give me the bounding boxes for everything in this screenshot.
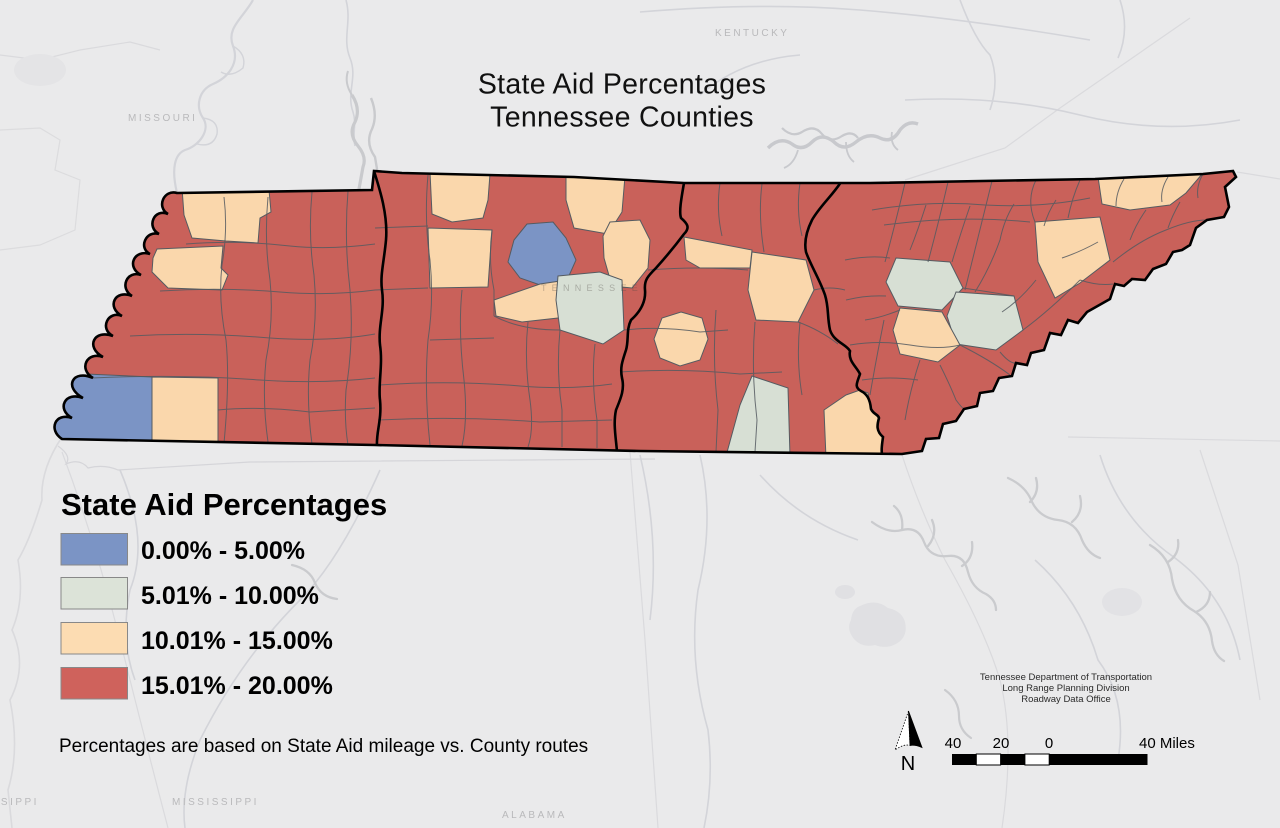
svg-text:0: 0 — [1045, 735, 1053, 752]
svg-text:Tennessee Department of Transp: Tennessee Department of Transportation — [980, 672, 1152, 683]
svg-text:15.01% - 20.00%: 15.01% - 20.00% — [141, 672, 333, 700]
svg-text:10.01% - 15.00%: 10.01% - 15.00% — [141, 627, 333, 655]
svg-text:0.00% - 5.00%: 0.00% - 5.00% — [141, 537, 305, 565]
svg-text:40 Miles: 40 Miles — [1139, 735, 1195, 752]
svg-text:T E N N E S S E E: T E N N E S S E E — [541, 283, 639, 293]
svg-text:Roadway Data Office: Roadway Data Office — [1021, 694, 1111, 705]
svg-text:State Aid Percentages: State Aid Percentages — [478, 69, 766, 101]
svg-text:ALABAMA: ALABAMA — [502, 810, 567, 821]
svg-text:MISSOURI: MISSOURI — [128, 113, 197, 124]
svg-text:40: 40 — [945, 735, 962, 752]
svg-text:MISSISSIPPI: MISSISSIPPI — [172, 797, 259, 808]
svg-text:Long Range Planning Division: Long Range Planning Division — [1002, 683, 1129, 694]
svg-text:KENTUCKY: KENTUCKY — [715, 28, 789, 39]
svg-text:MISSISSIPPI: MISSISSIPPI — [0, 797, 39, 808]
svg-text:N: N — [901, 753, 915, 775]
svg-text:Percentages are based on State: Percentages are based on State Aid milea… — [59, 736, 588, 757]
svg-text:20: 20 — [993, 735, 1010, 752]
svg-text:Tennessee Counties: Tennessee Counties — [490, 102, 754, 134]
svg-text:5.01% - 10.00%: 5.01% - 10.00% — [141, 582, 319, 610]
svg-text:State Aid Percentages: State Aid Percentages — [61, 487, 387, 522]
